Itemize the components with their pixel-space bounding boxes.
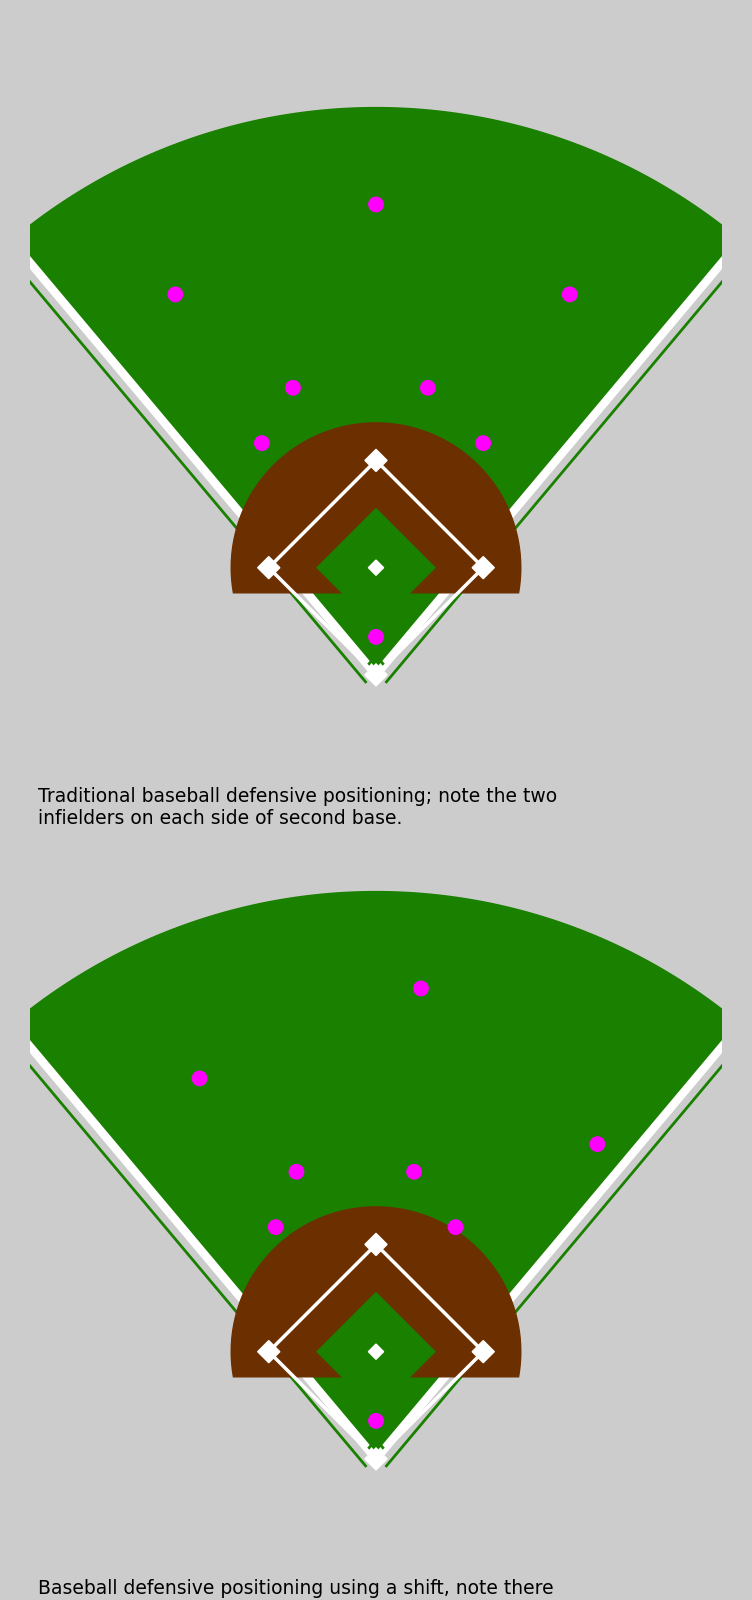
Point bbox=[270, 1214, 282, 1240]
Polygon shape bbox=[231, 422, 521, 594]
Polygon shape bbox=[472, 557, 494, 579]
Point bbox=[370, 192, 382, 218]
Point bbox=[169, 282, 181, 307]
Polygon shape bbox=[365, 450, 387, 472]
Polygon shape bbox=[11, 107, 741, 675]
Point bbox=[256, 430, 268, 456]
Polygon shape bbox=[365, 664, 387, 686]
Point bbox=[422, 374, 434, 400]
Point bbox=[408, 1158, 420, 1184]
Point bbox=[287, 374, 299, 400]
Text: Traditional baseball defensive positioning; note the two
infielders on each side: Traditional baseball defensive positioni… bbox=[38, 787, 556, 829]
Polygon shape bbox=[472, 1341, 494, 1363]
Point bbox=[290, 1158, 302, 1184]
Point bbox=[370, 624, 382, 650]
Point bbox=[478, 430, 490, 456]
Polygon shape bbox=[11, 891, 741, 1459]
Polygon shape bbox=[317, 1293, 435, 1411]
Polygon shape bbox=[368, 1344, 384, 1360]
Polygon shape bbox=[231, 1206, 521, 1378]
Polygon shape bbox=[368, 560, 384, 576]
Point bbox=[415, 976, 427, 1002]
Polygon shape bbox=[317, 509, 435, 627]
Point bbox=[450, 1214, 462, 1240]
Text: Baseball defensive positioning using a shift, note there
is only one infielder t: Baseball defensive positioning using a s… bbox=[38, 1579, 553, 1600]
Point bbox=[193, 1066, 205, 1091]
Polygon shape bbox=[365, 1448, 387, 1470]
Point bbox=[591, 1131, 603, 1157]
Polygon shape bbox=[258, 1341, 280, 1363]
Polygon shape bbox=[258, 557, 280, 579]
Point bbox=[564, 282, 576, 307]
Point bbox=[370, 1408, 382, 1434]
Polygon shape bbox=[365, 1234, 387, 1256]
